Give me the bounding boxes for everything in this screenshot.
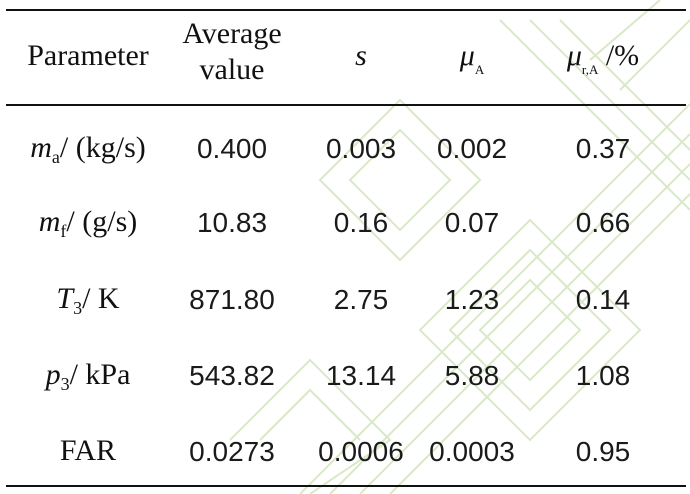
row-3-s: 2.75 (333, 284, 389, 315)
row-3-mu-r-a: 0.14 (575, 284, 631, 315)
header-mur-unit: /% (598, 39, 640, 72)
row-2-mu-r-a: 0.66 (575, 207, 631, 238)
row-5-average: 0.0273 (189, 436, 275, 467)
row-3-param-unit: / K (82, 282, 120, 315)
table-bottom-rule (6, 485, 686, 487)
header-mur-subscript: r,A (581, 62, 599, 77)
row-2-param-unit: / (g/s) (66, 205, 138, 238)
row-2-parameter: mf/ (g/s) (39, 206, 138, 247)
header-s: s (355, 39, 367, 72)
row-4-param-symbol: p (45, 358, 61, 391)
row-1-parameter: ma/ (kg/s) (30, 132, 146, 173)
row-4-param-unit: / kPa (69, 358, 131, 391)
row-1-average: 0.400 (196, 133, 268, 164)
row-1-mu-r-a: 0.37 (575, 133, 631, 164)
header-mu-a: μA (460, 40, 484, 86)
row-4-average: 543.82 (189, 360, 275, 391)
header-mu-symbol: μ (459, 39, 475, 72)
row-3-average: 871.80 (189, 284, 275, 315)
row-2-s: 0.16 (333, 207, 389, 238)
row-3-parameter: T3/ K (56, 283, 119, 324)
header-mu-subscript: A (474, 62, 485, 77)
row-1-mu-a: 0.002 (436, 133, 508, 164)
header-average-line2: value (199, 53, 265, 86)
row-4-param-subscript: 3 (60, 374, 70, 394)
row-3-param-subscript: 3 (73, 298, 83, 318)
row-1-s: 0.003 (325, 133, 397, 164)
row-2-average: 10.83 (196, 207, 268, 238)
header-average-line1: Average (182, 17, 282, 50)
row-5-s: 0.0006 (318, 436, 404, 467)
row-2-mu-a: 0.07 (444, 207, 500, 238)
row-2-param-subscript: f (60, 221, 67, 241)
row-1-param-symbol: m (30, 131, 52, 164)
row-1-param-subscript: a (51, 147, 60, 167)
row-4-s: 13.14 (325, 360, 397, 391)
row-5-mu-a: 0.0003 (429, 436, 515, 467)
table-header-rule (6, 104, 686, 106)
row-5-parameter: FAR (59, 434, 117, 467)
row-3-mu-a: 1.23 (444, 284, 500, 315)
header-average: Average value (182, 16, 281, 88)
row-2-param-symbol: m (38, 205, 61, 238)
row-1-param-unit: / (kg/s) (59, 131, 146, 164)
row-4-mu-a: 5.88 (444, 360, 500, 391)
row-4-parameter: p3/ kPa (46, 359, 131, 400)
row-4-mu-r-a: 1.08 (575, 360, 631, 391)
header-mur-symbol: μ (566, 39, 582, 72)
header-mu-r-a: μr,A /% (567, 40, 639, 86)
header-parameter: Parameter (27, 39, 149, 72)
row-5-mu-r-a: 0.95 (575, 436, 631, 467)
row-3-param-symbol: T (56, 282, 74, 315)
table-top-rule (6, 9, 686, 11)
